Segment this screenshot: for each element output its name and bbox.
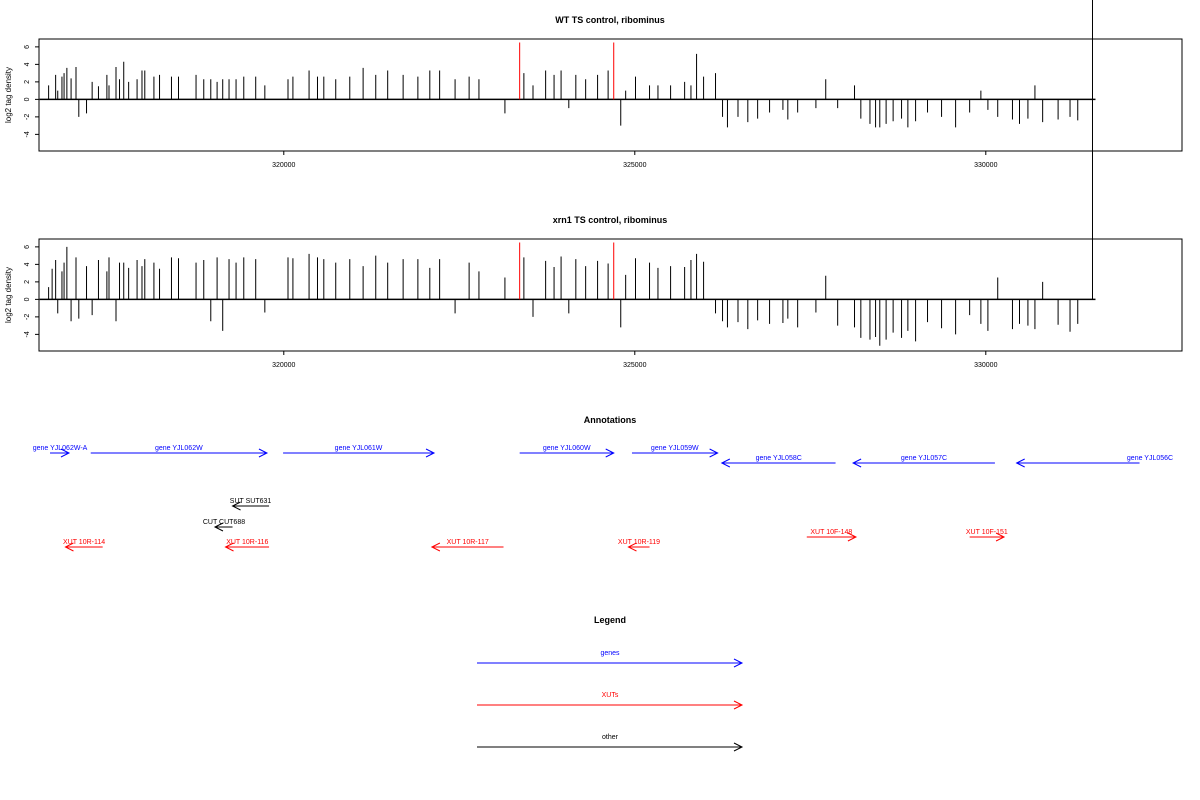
feature-label: SUT SUT631 <box>230 498 272 505</box>
y-tick-label: -2 <box>24 314 31 320</box>
feature-other: SUT SUT631 <box>230 498 272 511</box>
y-axis-label: log2 tag density <box>4 67 13 123</box>
chart-title: WT TS control, ribominus <box>555 15 665 25</box>
arrowhead-icon <box>851 458 862 468</box>
legend-label: XUTs <box>602 692 619 699</box>
feature-gene: gene YJL056C <box>1015 455 1173 468</box>
arrowhead-icon <box>430 542 441 552</box>
y-axis-label: log2 tag density <box>4 267 13 323</box>
feature-xut: XUT 10R-116 <box>224 539 270 552</box>
arrowhead-icon <box>224 542 234 552</box>
legend-item-xut: XUTs <box>477 692 744 710</box>
feature-label: gene YJL060W <box>543 445 591 452</box>
legend-title: Legend <box>594 615 626 625</box>
y-tick-label: 0 <box>24 97 31 101</box>
feature-label: XUT 10R-117 <box>447 539 489 546</box>
feature-label: gene YJL057C <box>901 455 947 462</box>
x-tick-label: 325000 <box>623 162 646 169</box>
y-tick-label: 6 <box>24 245 31 249</box>
arrowhead-icon <box>605 448 615 458</box>
feature-gene: gene YJL059W <box>631 445 719 458</box>
feature-other: CUT CUT688 <box>203 519 245 532</box>
legend-item-other: other <box>477 734 744 752</box>
feature-label: gene YJL058C <box>756 455 802 462</box>
feature-label: gene YJL059W <box>651 445 699 452</box>
feature-label: gene YJL056C <box>1127 455 1173 462</box>
feature-gene: gene YJL057C <box>851 455 995 468</box>
arrowhead-icon <box>258 448 269 458</box>
plot-frame <box>38 38 1183 152</box>
arrowhead-icon <box>995 532 1006 542</box>
track-0: WT TS control, ribominus log2 tag density… <box>4 15 1183 169</box>
arrowhead-icon <box>64 542 74 552</box>
arrowhead-icon <box>60 448 71 458</box>
y-tick-label: 4 <box>24 262 31 266</box>
legend-label: other <box>602 734 619 741</box>
arrowhead-icon <box>709 448 719 458</box>
x-tick-label: 330000 <box>974 362 997 369</box>
feature-label: XUT 10R-119 <box>618 539 660 546</box>
y-tick-label: 2 <box>24 280 31 284</box>
arrowhead-icon <box>627 542 637 552</box>
feature-gene: gene YJL060W <box>519 445 615 458</box>
feature-gene: gene YJL058C <box>720 455 836 468</box>
feature-label: gene YJL061W <box>335 445 383 452</box>
arrowhead-icon <box>847 532 858 542</box>
legend-label: genes <box>600 650 620 657</box>
y-tick-label: 6 <box>24 45 31 49</box>
track-1: xrn1 TS control, ribominus log2 tag densi… <box>4 0 1183 369</box>
feature-xut: XUT 10R-117 <box>430 539 504 552</box>
feature-label: gene YJL062W-A <box>33 445 88 452</box>
y-tick-label: 0 <box>24 297 31 301</box>
arrowhead-icon <box>425 448 436 458</box>
arrowhead-icon <box>733 658 744 668</box>
x-tick-label: 320000 <box>272 162 295 169</box>
y-tick-label: 4 <box>24 62 31 66</box>
arrowhead-icon <box>1015 458 1025 468</box>
chart-title: xrn1 TS control, ribominus <box>553 215 668 225</box>
y-tick-label: -2 <box>24 114 31 120</box>
annotations-title: Annotations <box>584 415 637 425</box>
feature-label: XUT 10F-148 <box>810 529 852 536</box>
feature-xut: XUT 10F-148 <box>806 529 858 542</box>
feature-xut: XUT 10R-114 <box>63 539 105 552</box>
y-tick-label: 2 <box>24 80 31 84</box>
x-tick-label: 320000 <box>272 362 295 369</box>
arrowhead-icon <box>733 700 744 710</box>
feature-label: XUT 10R-114 <box>63 539 105 546</box>
feature-label: XUT 10R-116 <box>226 539 268 546</box>
feature-label: gene YJL062W <box>155 445 203 452</box>
feature-gene: gene YJL061W <box>283 445 436 458</box>
feature-label: XUT 10F-151 <box>966 529 1008 536</box>
arrowhead-icon <box>733 742 744 752</box>
arrowhead-icon <box>231 501 241 511</box>
x-tick-label: 330000 <box>974 162 997 169</box>
y-tick-label: -4 <box>24 131 31 137</box>
feature-xut: XUT 10R-119 <box>618 539 660 552</box>
x-tick-label: 325000 <box>623 362 646 369</box>
y-tick-label: -4 <box>24 331 31 337</box>
feature-xut: XUT 10F-151 <box>966 529 1008 542</box>
plot-frame <box>38 238 1183 352</box>
arrowhead-icon <box>213 522 224 532</box>
feature-gene: gene YJL062W <box>90 445 269 458</box>
arrowhead-icon <box>720 458 731 468</box>
legend-item-gene: genes <box>477 650 744 668</box>
feature-label: CUT CUT688 <box>203 519 245 526</box>
feature-gene: gene YJL062W-A <box>33 445 88 458</box>
